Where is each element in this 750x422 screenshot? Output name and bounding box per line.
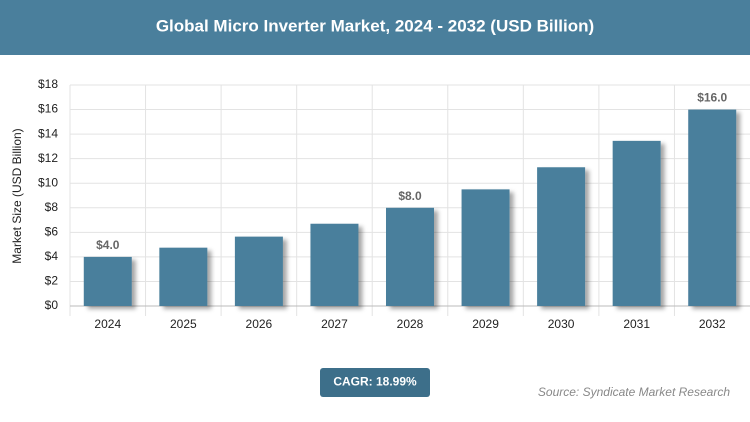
data-label: $8.0 (398, 189, 422, 203)
x-tick-label: 2025 (170, 317, 197, 331)
x-tick-label: 2031 (623, 317, 650, 331)
y-tick-label: $8 (45, 200, 59, 214)
header-bar (0, 0, 750, 55)
cagr-badge (320, 368, 430, 397)
y-tick-label: $10 (38, 175, 58, 189)
x-tick-label: 2028 (397, 317, 424, 331)
data-label: $4.0 (96, 238, 120, 252)
x-tick-label: 2024 (94, 317, 121, 331)
x-tick-label: 2029 (472, 317, 499, 331)
source-note: Source: Syndicate Market Research (538, 385, 730, 399)
x-tick-label: 2030 (548, 317, 575, 331)
data-label: $16.0 (697, 91, 727, 105)
x-tick-label: 2027 (321, 317, 348, 331)
y-axis-label: Market Size (USD Billion) (10, 128, 24, 263)
bar (159, 247, 208, 306)
bar (386, 207, 434, 306)
x-tick-label: 2026 (246, 317, 273, 331)
y-tick-label: $14 (38, 126, 58, 140)
y-tick-label: $0 (45, 298, 59, 312)
bar (537, 167, 586, 306)
x-tick-label: 2032 (699, 317, 726, 331)
y-tick-label: $16 (38, 102, 58, 116)
bar (83, 256, 132, 306)
y-tick-label: $4 (45, 249, 59, 263)
chart-title: Global Micro Inverter Market, 2024 - 203… (156, 16, 594, 35)
bar (688, 109, 737, 306)
y-tick-label: $6 (45, 225, 59, 239)
y-tick-label: $12 (38, 151, 58, 165)
y-tick-label: $18 (38, 77, 58, 91)
bar (310, 223, 359, 306)
cagr-text: CAGR: 18.99% (333, 375, 417, 389)
bar (234, 236, 283, 306)
y-tick-label: $2 (45, 274, 59, 288)
bar (461, 189, 510, 306)
bar (612, 140, 661, 306)
